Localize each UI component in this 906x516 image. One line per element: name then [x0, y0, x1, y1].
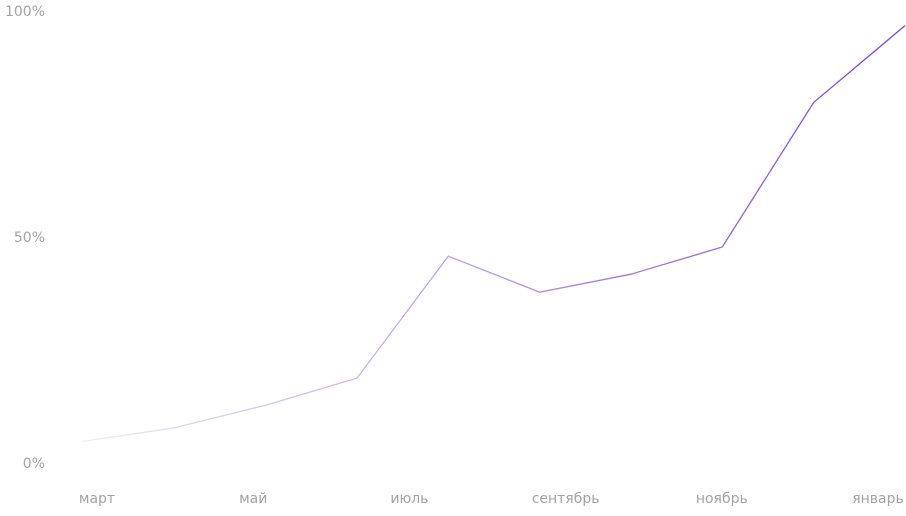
y-tick-label: 0% — [23, 456, 45, 472]
x-tick-label: июль — [390, 491, 428, 507]
x-tick-label: май — [239, 491, 267, 507]
x-tick-label: январь — [852, 491, 904, 507]
x-tick-label: март — [79, 491, 115, 507]
y-tick-label: 50% — [14, 230, 45, 246]
x-tick-label: ноябрь — [696, 491, 748, 507]
y-tick-label: 100% — [5, 4, 45, 20]
x-tick-label: сентябрь — [532, 491, 600, 507]
line — [82, 25, 906, 443]
